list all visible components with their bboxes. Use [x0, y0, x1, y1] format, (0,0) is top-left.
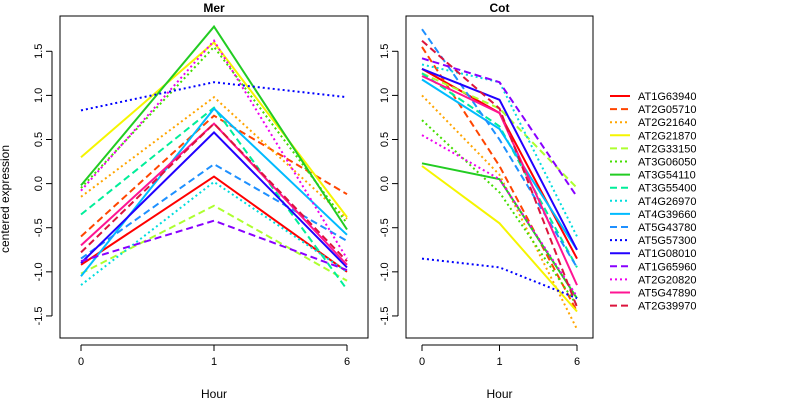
series-line-at2g39970 [421, 39, 578, 308]
series-line-at2g21640 [80, 95, 348, 220]
x-tick-label: 6 [344, 356, 350, 368]
series-line-at5g47890 [80, 122, 348, 266]
x-tick-label: 0 [419, 356, 425, 368]
y-axis-label: centered expression [0, 145, 12, 253]
series-line-at2g05710 [421, 46, 578, 312]
legend-label: AT1G63940 [638, 91, 697, 103]
legend-label: AT2G21870 [638, 130, 697, 142]
x-tick-label: 6 [574, 356, 580, 368]
panel-cot: Cot -1.5 -1.0 -0.5 0.0 0.5 1.0 1.5 0 1 6 Hour [379, 1, 594, 400]
legend-label: AT5G57300 [638, 235, 697, 247]
legend-label: AT5G47890 [638, 288, 697, 300]
y-tick-label: 0.0 [379, 176, 391, 191]
x-axis-label: Hour [201, 387, 227, 400]
y-tick-label: 0.5 [379, 132, 391, 147]
legend-label: AT3G54110 [638, 170, 696, 182]
series-line-at5g57300 [80, 81, 348, 112]
series-line-at2g39970 [80, 122, 348, 262]
series-line-at3g55400 [80, 106, 348, 291]
series-line-at3g55400 [421, 72, 578, 268]
legend-label: AT2G05710 [638, 104, 697, 116]
y-tick-label: -1.0 [379, 262, 391, 281]
series-line-at1g65960 [421, 57, 578, 198]
series-line-at1g65960 [80, 219, 348, 272]
y-tick-label: -1.5 [379, 306, 391, 325]
legend-label: AT2G20820 [638, 274, 697, 286]
y-tick-label: 1.0 [33, 88, 45, 103]
series-line-at1g08010 [421, 67, 578, 251]
legend-label: AT2G39970 [638, 301, 697, 313]
x-tick-label: 1 [496, 356, 502, 368]
series-line-at2g20820 [80, 39, 348, 260]
series-line-at2g21870 [421, 165, 578, 313]
y-tick-label: -0.5 [33, 218, 45, 237]
y-tick-label: -1.5 [33, 306, 45, 325]
series-line-at1g08010 [80, 130, 348, 269]
legend-label: AT4G26970 [638, 196, 697, 208]
series-line-at4g39660 [421, 78, 578, 251]
series-line-at3g54110 [80, 24, 348, 231]
legend-label: AT5G43780 [638, 222, 697, 234]
series-line-at4g26970 [421, 63, 578, 237]
series-line-at2g33150 [421, 72, 578, 189]
y-tick-label: 1.5 [33, 44, 45, 59]
series-line-at2g21640 [421, 94, 578, 330]
series-line-at2g05710 [80, 114, 348, 238]
series-line-at3g06050 [421, 119, 578, 306]
legend-label: AT1G65960 [638, 261, 697, 273]
legend-label: AT4G39660 [638, 209, 697, 221]
y-tick-label: -0.5 [379, 218, 391, 237]
panel-mer: Mer -1.5 -1.0 -0.5 0.0 0.5 1.0 1.5 0 1 6 Hour [33, 1, 369, 400]
legend-label: AT2G33150 [638, 143, 697, 155]
y-tick-label: -1.0 [33, 262, 45, 281]
plot-frame [405, 15, 594, 339]
legend-label: AT3G55400 [638, 183, 697, 195]
legend-label: AT1G08010 [638, 248, 697, 260]
legend: AT1G63940AT2G05710AT2G21640AT2G21870AT2G… [610, 91, 697, 313]
series-line-at3g06050 [80, 45, 348, 224]
series-line-at2g21870 [80, 41, 348, 218]
x-tick-label: 0 [78, 356, 84, 368]
legend-label: AT2G21640 [638, 117, 697, 129]
series-line-at4g26970 [80, 180, 348, 286]
y-tick-label: 0.0 [33, 176, 45, 191]
x-axis-label: Hour [486, 387, 512, 400]
x-tick-label: 1 [211, 356, 217, 368]
series-line-at3g54110 [421, 162, 578, 299]
legend-label: AT3G06050 [638, 157, 697, 169]
chart-title: Cot [490, 1, 510, 15]
series-line-at5g57300 [421, 257, 578, 300]
y-tick-label: 1.5 [379, 44, 391, 59]
y-tick-label: 0.5 [33, 132, 45, 147]
plot-frame [59, 15, 369, 339]
series-line-at1g63940 [80, 175, 348, 273]
chart-title: Mer [203, 1, 225, 15]
y-tick-label: 1.0 [379, 88, 391, 103]
series-line-at5g47890 [421, 75, 578, 286]
